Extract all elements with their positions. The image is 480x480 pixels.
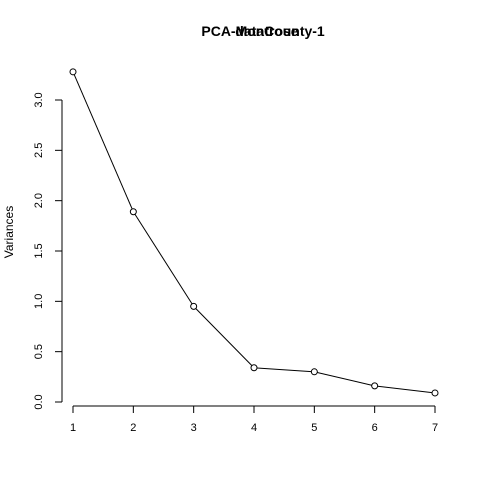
- y-axis-title: Variances: [2, 206, 16, 258]
- y-tick-label: 2.0: [33, 193, 45, 208]
- y-tick-label: 1.0: [33, 294, 45, 309]
- y-tick-label: 0.5: [33, 344, 45, 359]
- data-point: [372, 383, 378, 389]
- y-tick-label: 1.5: [33, 243, 45, 258]
- x-tick-label: 6: [372, 422, 378, 434]
- data-point: [191, 303, 197, 309]
- x-tick-label: 5: [311, 422, 317, 434]
- y-tick-label: 0.0: [33, 394, 45, 409]
- data-point: [251, 365, 257, 371]
- y-tick-label: 2.5: [33, 143, 45, 158]
- series-line-segment: [196, 309, 252, 366]
- data-point: [432, 390, 438, 396]
- data-point: [311, 369, 317, 375]
- series-line-segment: [378, 386, 432, 392]
- data-point: [70, 69, 76, 75]
- series-line-segment: [74, 75, 132, 209]
- data-point: [130, 209, 136, 215]
- x-tick-label: 3: [191, 422, 197, 434]
- x-tick-label: 7: [432, 422, 438, 434]
- series-line-segment: [135, 214, 192, 304]
- data-marks: [70, 69, 438, 396]
- x-tick-label: 2: [130, 422, 136, 434]
- series-line-segment: [257, 368, 311, 372]
- x-tick-label: 4: [251, 422, 257, 434]
- x-tick-label: 1: [70, 422, 76, 434]
- y-tick-label: 3.0: [33, 92, 45, 107]
- series-line-segment: [317, 372, 371, 385]
- chart-title-overlap: dataCounty-1: [235, 23, 325, 39]
- axes: 0.0 0.5 1.0 1.5 2.0 2.5 3.0 1 2 3 4 5 6 7: [33, 92, 438, 434]
